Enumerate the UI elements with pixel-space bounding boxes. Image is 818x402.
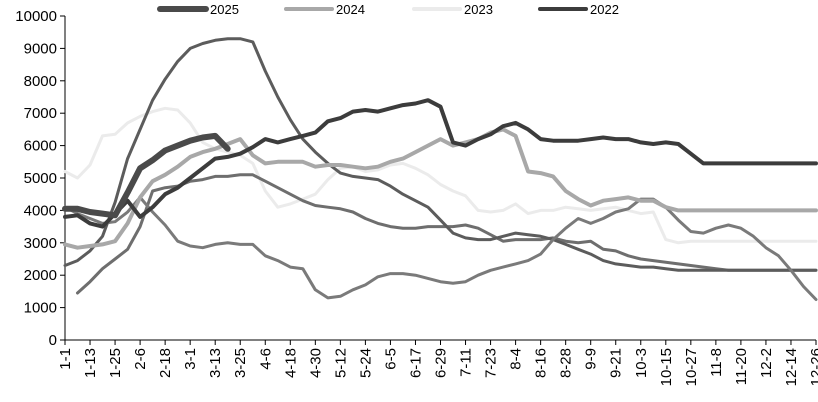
x-tick-label: 7-11 xyxy=(458,348,475,377)
x-tick-label: 8-16 xyxy=(533,348,550,378)
x-tick-label: 1-13 xyxy=(82,348,99,378)
y-tick-label: 3000 xyxy=(24,235,57,252)
legend-label-2025: 2025 xyxy=(210,2,239,17)
x-tick-label: 7-23 xyxy=(483,348,500,378)
series-line-2025 xyxy=(62,132,231,219)
x-tick-label: 2-18 xyxy=(157,348,174,378)
x-tick-label: 12-26 xyxy=(808,348,818,386)
x-tick-label: 5-12 xyxy=(332,348,349,378)
x-tick-label: 6-29 xyxy=(433,348,450,378)
x-tick-label: 9-21 xyxy=(608,348,625,378)
x-tick-label: 12-2 xyxy=(758,348,775,378)
series-line-2022 xyxy=(63,98,818,229)
x-tick-label: 12-14 xyxy=(783,348,800,386)
series-line-2024 xyxy=(63,127,818,250)
x-tick-label: 10-15 xyxy=(658,348,675,386)
x-tick-label: 5-24 xyxy=(357,348,374,378)
y-tick-label: 4000 xyxy=(24,202,57,219)
y-tick-label: 1000 xyxy=(24,300,57,317)
y-tick-label: 9000 xyxy=(24,40,57,57)
x-tick-label: 4-6 xyxy=(257,348,274,370)
x-tick-label: 1-1 xyxy=(57,348,74,370)
x-tick-label: 6-17 xyxy=(407,348,424,378)
x-tick-label: 10-27 xyxy=(683,348,700,386)
y-tick-label: 6000 xyxy=(24,138,57,155)
y-tick-label: 10000 xyxy=(15,8,57,25)
x-tick-label: 1-25 xyxy=(107,348,124,378)
y-tick-label: 2000 xyxy=(24,267,57,284)
y-tick-label: 0 xyxy=(49,332,57,349)
series-line-2023 xyxy=(63,106,818,245)
legend: 2025 2024 2023 2022 xyxy=(157,2,619,17)
series-line-unlabeled-5 xyxy=(63,37,818,272)
x-tick-label: 4-30 xyxy=(307,348,324,378)
x-tick-label: 4-18 xyxy=(282,348,299,378)
legend-label-2022: 2022 xyxy=(590,2,619,17)
series-line-unlabeled-6 xyxy=(63,195,818,301)
x-tick-label: 10-3 xyxy=(633,348,650,378)
x-tick-label: 2-6 xyxy=(132,348,149,370)
x-tick-label: 11-8 xyxy=(708,348,725,377)
x-axis: 1-1 1-13 1-25 2-6 2-18 3-1 3-13 3-25 4-6 4-18 4-30… xyxy=(57,339,818,386)
y-tick-label: 5000 xyxy=(24,170,57,187)
x-tick-label: 3-1 xyxy=(182,348,199,370)
legend-label-2023: 2023 xyxy=(464,2,493,17)
x-tick-label: 3-25 xyxy=(232,348,249,378)
x-tick-label: 9-9 xyxy=(583,348,600,370)
series-layer xyxy=(62,37,818,301)
x-tick-label: 6-5 xyxy=(382,348,399,370)
y-axis: 0 1000 2000 3000 4000 5000 6000 7000 8000 9000 100… xyxy=(15,8,66,349)
legend-label-2024: 2024 xyxy=(336,2,365,17)
x-tick-label: 11-20 xyxy=(733,348,750,385)
y-tick-label: 7000 xyxy=(24,105,57,122)
x-tick-label: 3-13 xyxy=(207,348,224,378)
x-tick-label: 8-28 xyxy=(558,348,575,378)
x-tick-label: 8-4 xyxy=(508,348,525,370)
y-tick-label: 8000 xyxy=(24,73,57,90)
